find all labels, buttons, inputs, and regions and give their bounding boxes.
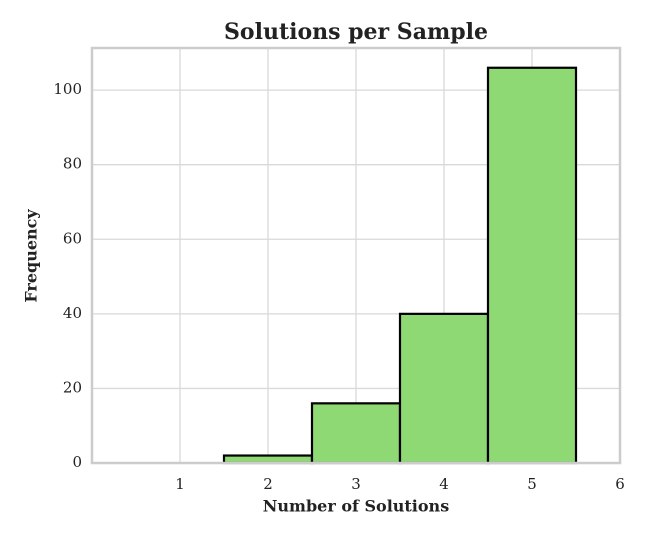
bar — [310, 402, 402, 465]
x-tick-label: 1 — [175, 475, 185, 493]
bar — [486, 66, 578, 465]
y-tick-label: 100 — [53, 80, 82, 98]
bar — [398, 312, 490, 465]
chart-title: Solutions per Sample — [224, 19, 488, 45]
y-tick-label: 40 — [63, 304, 82, 322]
x-axis-label: Number of Solutions — [263, 497, 449, 516]
y-axis-label: Frequency — [22, 209, 41, 303]
x-tick-label: 2 — [263, 475, 273, 493]
plot-frame — [90, 46, 622, 465]
x-tick-label: 3 — [351, 475, 361, 493]
x-tick-label: 4 — [439, 475, 449, 493]
x-tick-label: 5 — [527, 475, 537, 493]
x-tick-label: 6 — [615, 475, 625, 493]
y-tick-label: 60 — [63, 229, 82, 247]
y-tick-label: 0 — [72, 453, 82, 471]
y-tick-label: 80 — [63, 155, 82, 173]
y-tick-label: 20 — [63, 378, 82, 396]
